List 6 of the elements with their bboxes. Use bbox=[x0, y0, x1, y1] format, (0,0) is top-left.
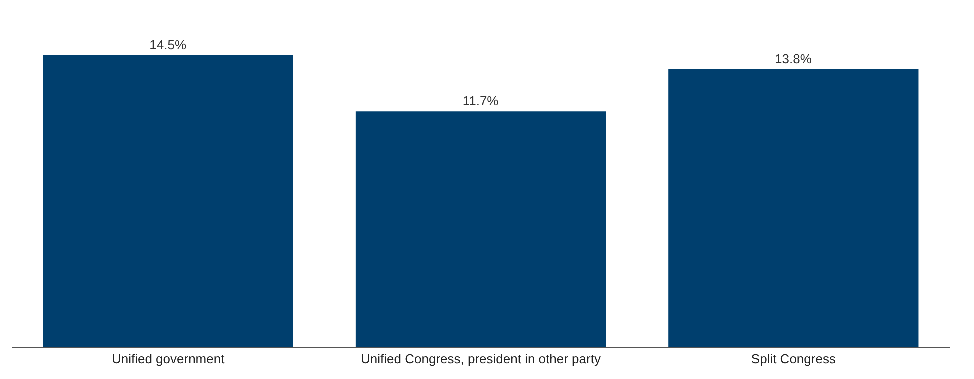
x-tick-label: Split Congress bbox=[751, 352, 836, 367]
data-label: 11.7% bbox=[462, 94, 500, 109]
x-tick-label: Unified government bbox=[112, 352, 226, 367]
data-label: 14.5% bbox=[150, 37, 187, 52]
data-label: 13.8% bbox=[775, 51, 812, 66]
x-tick-label: Unified Congress, president in other party bbox=[361, 352, 602, 367]
